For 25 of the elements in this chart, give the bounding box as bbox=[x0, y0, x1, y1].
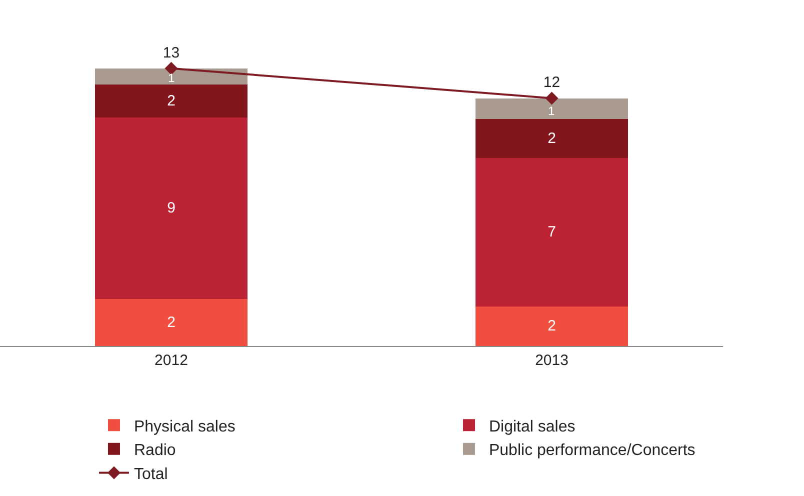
legend-label: Total bbox=[134, 466, 168, 483]
bar bbox=[95, 299, 248, 346]
legend-label: Radio bbox=[134, 442, 176, 460]
data-label: 9 bbox=[167, 200, 176, 217]
data-label: 2 bbox=[167, 314, 176, 332]
bar bbox=[476, 98, 628, 120]
data-label: 13 bbox=[162, 44, 180, 62]
data-label: 1 bbox=[168, 71, 175, 85]
bar bbox=[476, 119, 628, 158]
legend-label: Digital sales bbox=[488, 418, 576, 436]
data-label: 2 bbox=[167, 92, 176, 110]
bar bbox=[476, 306, 628, 346]
data-label: 12 bbox=[543, 74, 560, 92]
data-label: 7 bbox=[548, 224, 556, 241]
bar bbox=[95, 68, 248, 84]
bar bbox=[95, 84, 248, 118]
data-label: 2 bbox=[548, 318, 556, 335]
data-label: 2 bbox=[548, 130, 556, 147]
data-label: 1 bbox=[548, 104, 555, 118]
bar bbox=[95, 117, 248, 300]
legend-label: Public performance/Concerts bbox=[488, 442, 696, 460]
x-tick-label: 2013 bbox=[535, 352, 568, 369]
x-tick-label: 2012 bbox=[154, 352, 188, 369]
legend-label: Physical sales bbox=[134, 418, 236, 436]
bar bbox=[476, 158, 628, 306]
